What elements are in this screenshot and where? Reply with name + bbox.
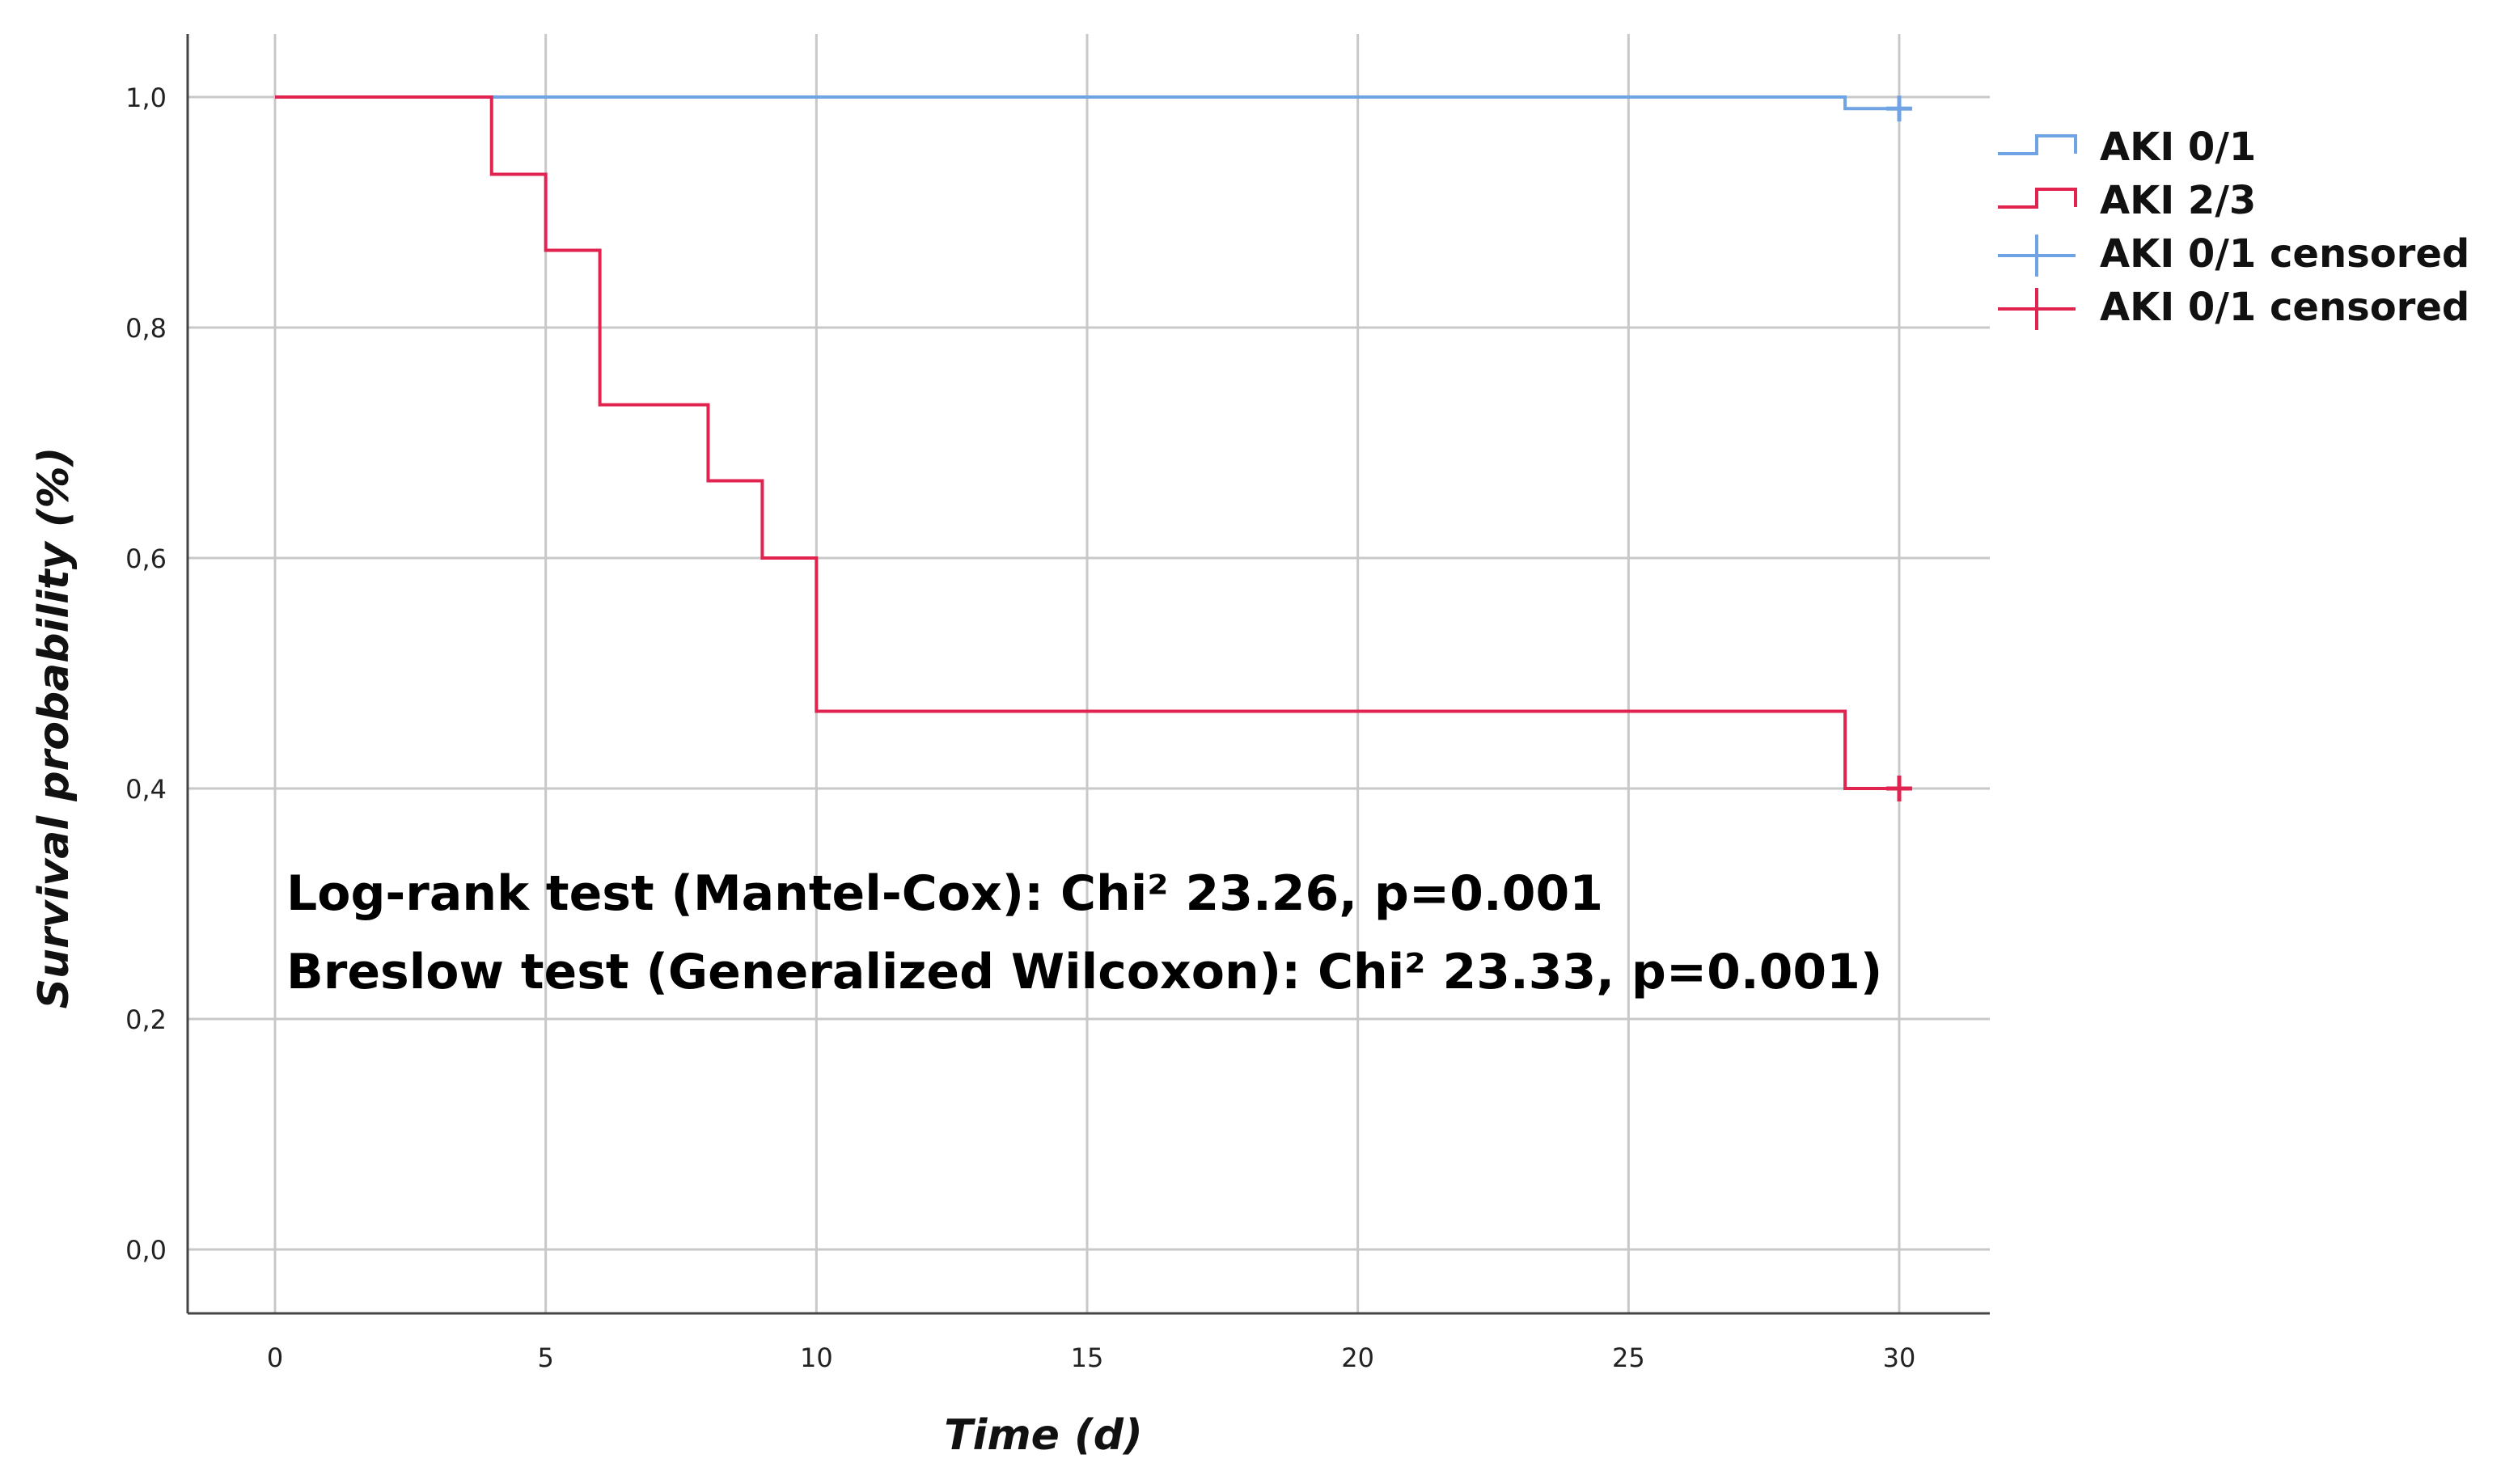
x-tick-label-3: 15 xyxy=(1071,1342,1104,1373)
x-tick-label-0: 0 xyxy=(267,1342,283,1373)
tick-labels: 0 5 10 15 20 25 30 0,0 0,2 0,4 0,6 0,8 1,0 xyxy=(125,82,1915,1373)
log-rank-annotation: Log-rank test (Mantel-Cox): Chi² 23.26, … xyxy=(286,865,1603,922)
y-tick-label-4: 0,8 xyxy=(125,313,167,344)
legend-label-3: AKI 0/1 censored xyxy=(2100,285,2469,330)
y-tick-label-5: 1,0 xyxy=(125,82,167,113)
breslow-annotation: Breslow test (Generalized Wilcoxon): Chi… xyxy=(286,944,1882,1000)
y-tick-label-2: 0,4 xyxy=(125,774,167,805)
x-tick-label-2: 10 xyxy=(800,1342,833,1373)
censor-mark-1-0 xyxy=(1886,776,1912,801)
x-axis-title: Time (d) xyxy=(944,1411,1143,1460)
legend-label-2: AKI 0/1 censored xyxy=(2100,231,2469,277)
legend-label-0: AKI 0/1 xyxy=(2100,125,2256,170)
y-tick-label-0: 0,0 xyxy=(125,1235,167,1266)
y-tick-label-3: 0,6 xyxy=(125,543,167,574)
legend-label-1: AKI 2/3 xyxy=(2100,178,2256,223)
series xyxy=(275,95,1912,801)
y-tick-label-1: 0,2 xyxy=(125,1004,167,1035)
series-line-1 xyxy=(275,95,1899,790)
x-tick-label-6: 30 xyxy=(1883,1342,1916,1373)
legend: AKI 0/1 AKI 2/3 AKI 0/1 censored AKI 0/1 ce… xyxy=(1998,125,2469,330)
legend-item-3: AKI 0/1 censored xyxy=(1998,285,2469,330)
x-tick-label-4: 20 xyxy=(1341,1342,1374,1373)
series-line-0 xyxy=(275,95,1899,111)
grid xyxy=(188,34,1990,1313)
y-axis-title: Survival probability (%) xyxy=(30,447,78,1009)
axes xyxy=(186,34,1990,1315)
legend-item-1: AKI 2/3 xyxy=(1998,178,2256,223)
legend-item-0: AKI 0/1 xyxy=(1998,125,2256,170)
x-tick-label-1: 5 xyxy=(537,1342,553,1373)
legend-cross-symbol-3 xyxy=(1998,288,2076,330)
legend-step-symbol-1 xyxy=(1998,188,2077,209)
legend-cross-symbol-2 xyxy=(1998,235,2076,277)
x-tick-label-5: 25 xyxy=(1612,1342,1645,1373)
legend-step-symbol-0 xyxy=(1998,134,2077,155)
legend-item-2: AKI 0/1 censored xyxy=(1998,231,2469,277)
censor-mark-0-0 xyxy=(1886,95,1912,122)
